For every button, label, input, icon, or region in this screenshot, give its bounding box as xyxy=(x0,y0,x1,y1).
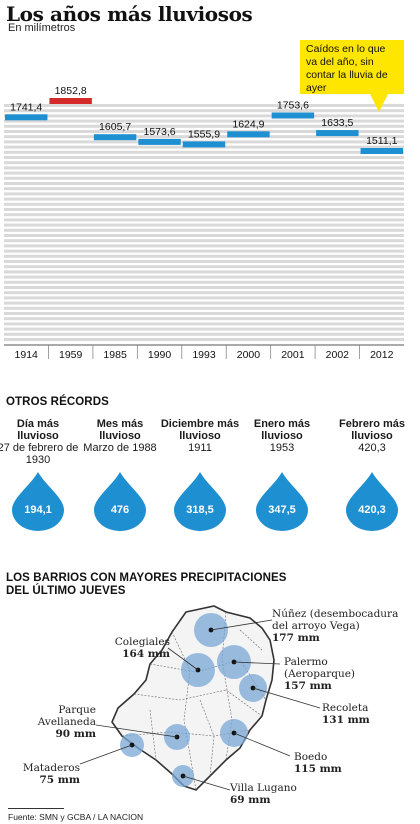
record-title: Día más lluvioso xyxy=(16,418,60,442)
source-footer: Fuente: SMN y GCBA / LA NACION xyxy=(8,812,144,822)
x-tick-label-1985: 1985 xyxy=(103,349,127,361)
chart-subtitle: En milímetros xyxy=(8,22,76,34)
x-tick-label-2012: 2012 xyxy=(370,349,394,361)
record-subtitle: Marzo de 1988 xyxy=(83,442,157,454)
barrio-value: 157 mm xyxy=(284,680,332,692)
record-value: 318,5 xyxy=(186,504,214,516)
callout-note: Caídos en lo que va del año, sin contar … xyxy=(300,40,404,94)
record-title: Febrero más lluvioso xyxy=(338,418,406,442)
barrio-value: 177 mm xyxy=(272,632,320,644)
map-section-title-line2: DEL ÚLTIMO JUEVES xyxy=(6,585,126,597)
barrio-name: Colegiales xyxy=(114,636,170,648)
bar-1990 xyxy=(138,138,181,145)
record-value: 347,5 xyxy=(268,504,296,516)
record-3: Enero más lluvioso 1953 xyxy=(240,418,324,454)
raindrop-icon: 476 xyxy=(92,470,148,532)
x-tick-label-1990: 1990 xyxy=(148,349,172,361)
barrio-value: 75 mm xyxy=(39,774,81,786)
barrio-name-cont: del arroyo Vega) xyxy=(272,620,360,632)
x-tick-label-2000: 2000 xyxy=(237,349,261,361)
bar-2002 xyxy=(316,130,359,137)
bar-value-label-1914: 1741,4 xyxy=(10,101,42,113)
bar-2012 xyxy=(360,148,403,154)
barrio-name: Parque xyxy=(58,704,96,716)
barrio-label: Recoleta 131 mm xyxy=(322,702,370,726)
barrio-name: Palermo xyxy=(284,656,328,668)
x-tick-label-2002: 2002 xyxy=(326,349,350,361)
barrio-label: Palermo (Aeroparque) 157 mm xyxy=(284,656,355,692)
callout-arrow xyxy=(370,94,388,112)
map-section-title-line1: LOS BARRIOS CON MAYORES PRECIPITACIONES xyxy=(6,572,287,584)
barrio-value: 164 mm xyxy=(122,648,170,660)
barrio-name: Boedo xyxy=(294,751,328,763)
barrio-label: Villa Lugano 69 mm xyxy=(230,782,297,806)
barrio-value: 115 mm xyxy=(294,763,342,775)
bar-value-label-1993: 1555,9 xyxy=(188,128,220,140)
bar-value-label-2001: 1753,6 xyxy=(277,100,309,112)
bar-2001 xyxy=(271,112,315,119)
bar-value-label-2000: 1624,9 xyxy=(232,118,264,130)
raindrop-icon: 194,1 xyxy=(10,470,66,532)
bar-value-label-1985: 1605,7 xyxy=(99,121,131,133)
record-title: Diciembre más lluvioso xyxy=(160,418,240,442)
bar-1985 xyxy=(93,134,137,141)
raindrop-icon: 347,5 xyxy=(254,470,310,532)
x-tick-label-1993: 1993 xyxy=(192,349,216,361)
x-tick-label-1959: 1959 xyxy=(59,349,83,361)
record-value: 194,1 xyxy=(24,504,52,516)
record-1: Mes más lluvioso Marzo de 1988 xyxy=(78,418,162,454)
record-subtitle: 1953 xyxy=(269,442,295,454)
record-subtitle: 1911 xyxy=(188,442,212,454)
record-title: Mes más lluvioso xyxy=(96,418,144,442)
x-tick-label-2001: 2001 xyxy=(281,349,305,361)
bar-1993 xyxy=(182,141,226,148)
barrio-label: Boedo 115 mm xyxy=(294,751,342,775)
bar-value-label-2002: 1633,5 xyxy=(321,117,353,129)
record-0: Día más lluvioso 27 de febrero de 1930 xyxy=(0,418,80,466)
barrio-name: Mataderos xyxy=(22,762,80,774)
record-4: Febrero más lluvioso 420,3 xyxy=(330,418,414,454)
barrio-name-cont: (Aeroparque) xyxy=(284,668,356,680)
barrio-name: Villa Lugano xyxy=(230,782,297,794)
record-subtitle: 27 de febrero de 1930 xyxy=(0,442,79,466)
record-2: Diciembre más lluvioso 1911 xyxy=(158,418,242,454)
bar-1959 xyxy=(49,98,92,104)
footer-divider xyxy=(8,808,64,809)
bar-value-label-1959: 1852,8 xyxy=(55,85,87,97)
bar-value-label-1990: 1573,6 xyxy=(143,126,175,138)
x-tick-label-1914: 1914 xyxy=(15,349,39,361)
raindrop-icon: 318,5 xyxy=(172,470,228,532)
barrio-label: Mataderos 75 mm xyxy=(20,762,80,786)
records-section-title: OTROS RÉCORDS xyxy=(6,396,109,408)
record-title: Enero más lluvioso xyxy=(253,418,311,442)
barrio-name: Núñez (desembocadura xyxy=(272,608,399,620)
bar-1914 xyxy=(5,114,48,121)
barrio-label: Colegiales 164 mm xyxy=(100,636,170,660)
record-value: 420,3 xyxy=(358,504,386,516)
raindrop-icon: 420,3 xyxy=(344,470,400,532)
barrio-label: Núñez (desembocadura del arroyo Vega) 177 … xyxy=(272,608,398,644)
barrio-label: Parque Avellaneda 90 mm xyxy=(20,704,96,740)
chart-stripes xyxy=(4,104,404,341)
barrio-value: 90 mm xyxy=(55,728,97,740)
barrio-value: 69 mm xyxy=(230,794,271,806)
page-title: Los años más lluviosos xyxy=(6,2,253,26)
barrio-value: 131 mm xyxy=(322,714,370,726)
barrio-name: Recoleta xyxy=(322,702,369,714)
bar-value-label-2012: 1511,1 xyxy=(366,135,397,147)
bar-2000 xyxy=(227,131,270,138)
record-subtitle: 420,3 xyxy=(358,442,386,454)
record-value: 476 xyxy=(110,504,130,516)
barrio-name-cont: Avellaneda xyxy=(37,716,96,728)
